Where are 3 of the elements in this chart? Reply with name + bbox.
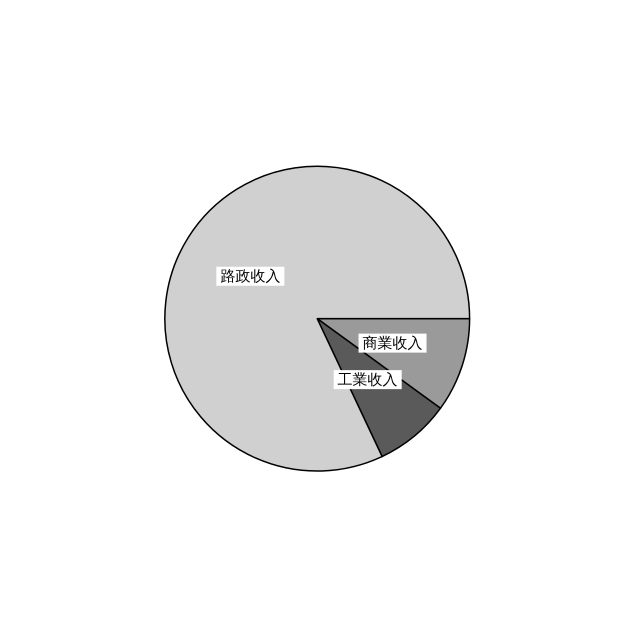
slice-label: 商業收入: [362, 334, 423, 352]
slice-label: 工業收入: [338, 370, 398, 389]
slice-label: 路政收入: [220, 267, 280, 286]
